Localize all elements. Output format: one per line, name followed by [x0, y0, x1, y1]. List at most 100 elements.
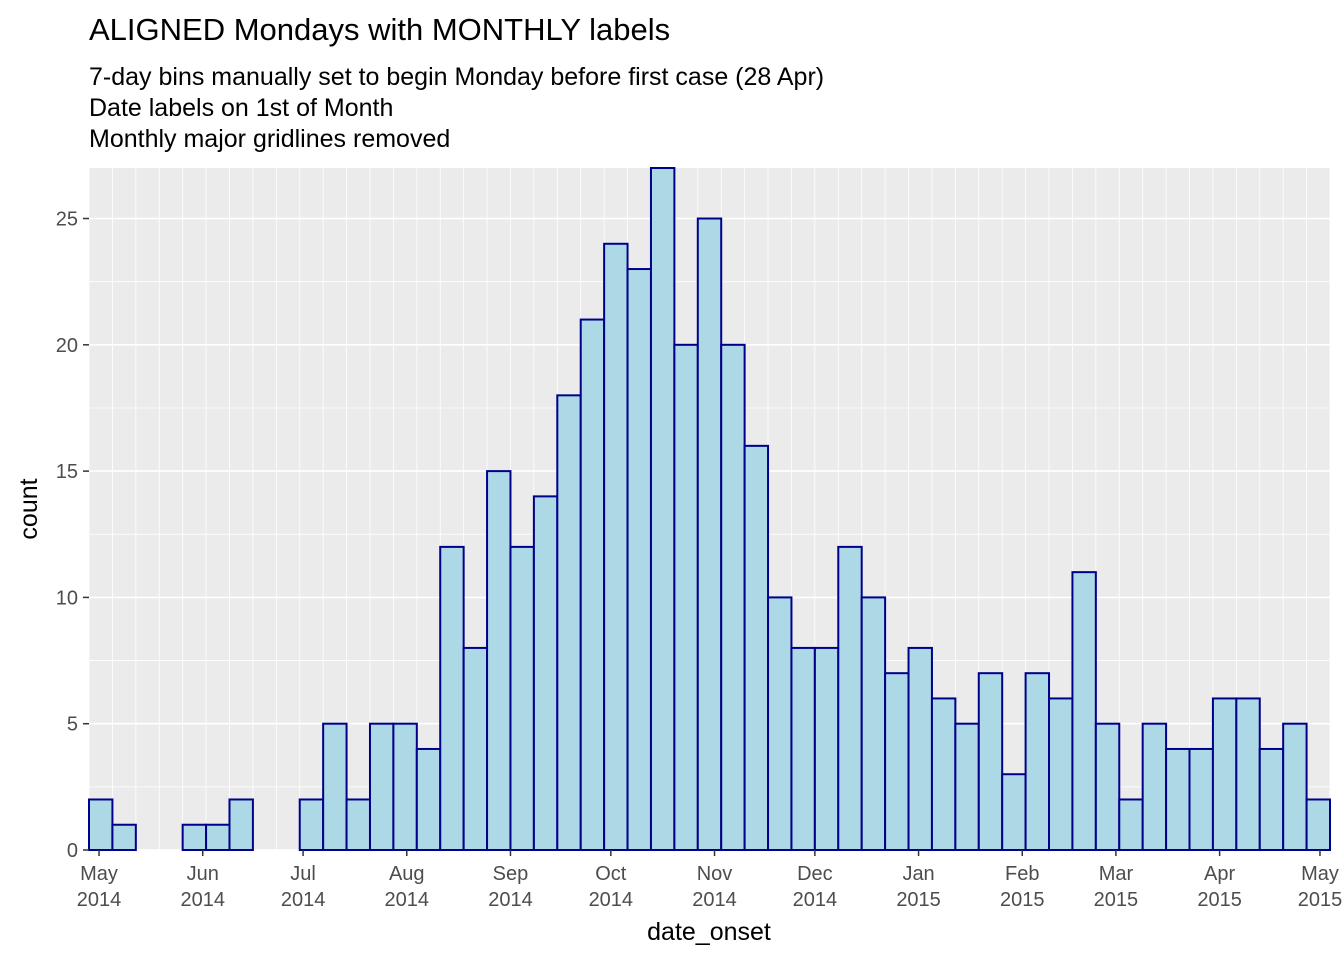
- x-tick-year: 2015: [896, 889, 941, 911]
- x-tick-month: Mar: [1099, 863, 1134, 885]
- bar: [1094, 722, 1121, 851]
- bar: [415, 747, 442, 851]
- x-tick-month: Sep: [493, 863, 529, 885]
- bar: [439, 545, 465, 852]
- x-tick-month: Oct: [595, 863, 627, 885]
- bar: [1024, 672, 1051, 851]
- x-tick-month: May: [1301, 863, 1339, 885]
- bar: [579, 318, 606, 851]
- x-tick-month: Jan: [902, 863, 934, 885]
- chart-subtitle-line-3: Monthly major gridlines removed: [89, 125, 450, 153]
- bar: [884, 672, 910, 851]
- bar: [181, 823, 208, 851]
- y-tick-label: 10: [56, 587, 78, 609]
- bar: [462, 646, 489, 851]
- x-tick-month: Aug: [389, 863, 425, 885]
- x-tick-month: Jul: [290, 863, 316, 885]
- bar: [368, 722, 395, 851]
- bar: [603, 242, 629, 851]
- bar: [837, 545, 863, 852]
- bar: [345, 798, 371, 852]
- chart-subtitle-line-1: 7-day bins manually set to begin Monday …: [89, 63, 824, 91]
- bar: [696, 217, 723, 852]
- bar: [1235, 697, 1261, 852]
- x-tick-label: Mar 2015: [1094, 863, 1139, 911]
- bar: [907, 646, 933, 851]
- y-tick-label: 20: [56, 335, 78, 357]
- x-tick-label: Jun 2014: [180, 863, 225, 911]
- x-tick-month: Jun: [187, 863, 219, 885]
- bar: [743, 444, 770, 851]
- x-tick-label: May 2015: [1298, 863, 1343, 911]
- bar: [720, 343, 746, 851]
- bar: [860, 596, 887, 851]
- bar: [205, 823, 231, 851]
- x-tick-month: May: [80, 863, 118, 885]
- bar: [228, 798, 254, 852]
- bar: [1071, 571, 1097, 851]
- x-tick-label: Aug 2014: [385, 863, 430, 911]
- y-tick-label: 5: [67, 714, 78, 736]
- y-tick-label: 0: [67, 840, 78, 862]
- bar: [1048, 697, 1074, 852]
- bar: [1141, 722, 1168, 851]
- x-tick-label: Jul 2014: [281, 863, 326, 911]
- bar: [1118, 798, 1144, 852]
- x-tick-month: Dec: [797, 863, 833, 885]
- x-tick-label: Nov 2014: [692, 863, 737, 911]
- bar: [392, 722, 418, 851]
- x-tick-label: May 2014: [77, 863, 122, 911]
- x-tick-label: Apr 2015: [1197, 863, 1242, 911]
- bar: [626, 268, 652, 851]
- x-tick-label: Jan 2015: [896, 863, 941, 911]
- bar: [673, 343, 699, 851]
- bar: [1188, 747, 1214, 851]
- bar: [486, 470, 512, 851]
- bar: [813, 646, 840, 851]
- bar: [509, 545, 535, 852]
- x-tick-year: 2015: [1298, 889, 1343, 911]
- x-tick-year: 2015: [1094, 889, 1139, 911]
- x-tick-month: Nov: [697, 863, 733, 885]
- bar: [930, 697, 957, 852]
- bars: [88, 167, 1332, 852]
- chart-title: ALIGNED Mondays with MONTHLY labels: [89, 12, 670, 47]
- bar: [88, 798, 114, 852]
- bar: [649, 167, 676, 851]
- x-tick-year: 2014: [488, 889, 533, 911]
- x-tick-year: 2015: [1000, 889, 1045, 911]
- bar: [298, 798, 325, 852]
- x-axis: May 2014 Jun 2014 Jul 2014 Aug 2014 Sep 2014 Oct 20…: [77, 850, 1342, 911]
- y-tick-label: 25: [56, 209, 78, 231]
- bar: [790, 646, 816, 851]
- bar: [111, 823, 137, 851]
- y-tick-label: 15: [56, 461, 78, 483]
- bar: [767, 596, 793, 851]
- x-tick-month: Apr: [1204, 863, 1235, 885]
- bar: [977, 672, 1004, 851]
- y-axis: 0 5 10 15 20 25: [56, 209, 89, 862]
- x-tick-label: Sep 2014: [488, 863, 533, 911]
- bar: [1282, 722, 1308, 851]
- y-axis-title: count: [15, 478, 43, 539]
- x-tick-year: 2014: [77, 889, 122, 911]
- x-axis-title: date_onset: [647, 918, 771, 946]
- bar: [1001, 773, 1027, 852]
- x-tick-year: 2014: [180, 889, 225, 911]
- bar: [532, 495, 559, 851]
- bar: [1165, 747, 1191, 851]
- x-tick-label: Oct 2014: [589, 863, 634, 911]
- bar: [1211, 697, 1238, 852]
- x-tick-year: 2014: [793, 889, 838, 911]
- bar: [322, 722, 348, 851]
- x-tick-label: Dec 2014: [793, 863, 838, 911]
- chart-subtitle-line-2: Date labels on 1st of Month: [89, 94, 393, 122]
- bar: [1305, 798, 1332, 852]
- x-tick-year: 2014: [692, 889, 737, 911]
- bar: [556, 394, 582, 851]
- x-tick-year: 2014: [589, 889, 634, 911]
- x-tick-month: Feb: [1005, 863, 1039, 885]
- bar: [954, 722, 980, 851]
- x-tick-year: 2014: [385, 889, 430, 911]
